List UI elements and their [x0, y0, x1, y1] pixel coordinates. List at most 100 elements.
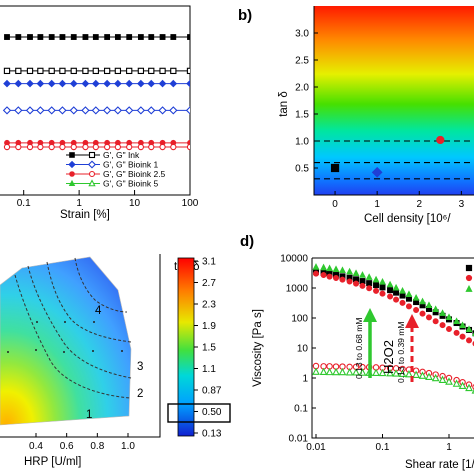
panel-a-series-1-g1-point [58, 79, 67, 88]
panel-a-series-2-g2-point [159, 143, 166, 151]
panel-a-series-1-g2-point [185, 106, 190, 115]
panel-c-region-label: 1 [86, 409, 92, 421]
panel-a-series-0-g1-point [15, 34, 22, 40]
panel-a-x-axis-label: Strain [%] [60, 209, 110, 221]
panel-d-series-0-point [472, 330, 474, 337]
panel-a-series [2, 34, 190, 173]
panel-a-series-2-g2-point [48, 143, 55, 151]
panel-a-series-1-g1-point [47, 79, 56, 88]
panel-a-series-0-g1-point [114, 34, 121, 40]
panel-c-colorbar-tick-label: 0.50 [202, 407, 222, 418]
panel-d-series-0-point [379, 284, 386, 291]
panel-d-series-1-point [373, 287, 380, 294]
panel-d-series-1-point [425, 314, 432, 321]
panel-a-legend-label: G', G" Ink [103, 150, 140, 160]
panel-d-series-4-point [438, 375, 447, 383]
panel-d-series-4-point [412, 370, 420, 378]
panel-a-series-0-g1-point [104, 34, 111, 40]
panel-a-series-1-g1-point [103, 79, 111, 88]
panel-a-series-3-g1-point [49, 168, 55, 173]
panel-a-series-0-g1-point [59, 34, 66, 40]
panel-a-series-2-g2-point [70, 143, 77, 151]
panel-a-series-1-g1-point [147, 79, 156, 88]
panel-a-series-0-g2-point [26, 67, 34, 75]
panel-d-y-tick-label: 100 [291, 314, 308, 325]
panel-a-series-0-g1-point [70, 34, 77, 40]
panel-a-series-3-g2-point [27, 168, 33, 173]
panel-a-series-1-g1-point [36, 79, 45, 88]
panel-c-colorbar-ticks: 3.1 2.7 2.3 1.9 1.5 1.1 0.87 0.50 0.13 [194, 257, 222, 440]
panel-d-series-2-point [338, 266, 346, 273]
panel-a-series-0-g2-point [137, 67, 145, 75]
panel-d-series-4-point [378, 368, 387, 377]
panel-d-viscosity-vs-shear-rate: d) 10000 1000 100 10 1 0.1 0.010.01 0.1 1 Viscos… [240, 233, 474, 471]
panel-d-series-1-point [333, 275, 340, 282]
panel-a-series-0-g2-point [186, 67, 190, 75]
panel-a-series-0-g2-point [170, 67, 177, 75]
panel-a-series-3-g1-point [170, 168, 176, 173]
panel-b-x-tick-label: 2 [416, 199, 422, 210]
panel-c-colorbar-tick-label: 0.13 [202, 429, 222, 440]
panel-d-series-1-point [312, 270, 319, 277]
panel-a-series-0-g2-point [70, 67, 77, 75]
panel-b-gradient-background [314, 6, 474, 195]
panel-a-series-0-g2-point [114, 67, 122, 75]
panel-d-y-tick-label: 0.1 [294, 404, 308, 415]
panel-a-series-1-g2-point [47, 106, 56, 115]
panel-a-series-2-g2-point [92, 143, 99, 151]
panel-a-series-1-g2-point [14, 106, 23, 115]
panel-d-series-4-point [338, 367, 347, 376]
panel-a-x-tick-label: 10 [129, 198, 141, 209]
panel-b-y-tick-label: 3.0 [295, 29, 309, 40]
panel-d-series-4-point [372, 368, 380, 376]
panel-d-series-4-point [319, 367, 328, 376]
panel-a-series-1-g2-point [58, 106, 67, 115]
panel-b-y-tick-label: 1.0 [295, 137, 309, 148]
panel-a-series-0-g2-point [37, 67, 44, 75]
panel-d-series-2-point [405, 290, 413, 297]
panel-d-series-2-point [465, 325, 473, 333]
panel-a-series-0-g1-point [92, 34, 99, 40]
panel-d-series-2-point [453, 317, 461, 324]
panel-b-point-circle [436, 135, 445, 145]
panel-a-series-1-g2-point [102, 106, 112, 115]
panel-a-series-3-g2-point [60, 168, 66, 173]
panel-c-highlight-box [167, 403, 231, 423]
panel-a-series-3-g1-point [4, 168, 10, 173]
panel-d-x-tick-label: 1 [446, 442, 452, 453]
panel-a-series-1-g2-point [36, 106, 45, 115]
panel-a-legend-label: G', G" Bioink 5 [103, 179, 158, 189]
panel-d-series-1-point [339, 276, 346, 283]
panel-b-label: b) [238, 7, 252, 24]
red-arrow-head [405, 314, 419, 328]
panel-a-series-3-g1-point [83, 168, 89, 173]
panel-c-colorbar [177, 257, 195, 437]
panel-d-series-2-point [459, 321, 467, 329]
panel-a-series-3-g1-point [60, 168, 66, 173]
panel-d-series-1-point [359, 282, 366, 289]
panel-b-x-tick-label: 1 [374, 199, 380, 210]
panel-d-series-2-point [352, 269, 360, 276]
panel-d-series-2-point [419, 297, 427, 305]
panel-a-series-0-g2-point [15, 67, 22, 75]
panel-a-series-0-g2-point [159, 67, 166, 75]
panel-a-series-3-g2-point [83, 168, 89, 173]
panel-a-series-1-g1-point [81, 79, 90, 88]
panel-d-legend-triangle [465, 284, 473, 292]
panel-d-series-1-point [405, 303, 412, 310]
panel-d-series-2-point [320, 263, 328, 271]
panel-a-series-0-g1-point [148, 34, 155, 40]
panel-d-series-2-point [379, 277, 386, 285]
panel-a-series-0-g2-point [148, 67, 155, 75]
panel-a-series-1-g2-point [81, 106, 90, 115]
panel-a-series-2-g2-point [186, 143, 190, 151]
panel-d-series-4-point [392, 369, 400, 377]
panel-a-series-1-g1-point [137, 79, 145, 88]
panel-d-ticks: 10000 1000 100 10 1 0.1 0.010.01 0.1 1 [280, 254, 452, 454]
panel-a-series-2-g2-point [137, 143, 145, 151]
panel-a-series-1-g2-point [113, 106, 123, 115]
panel-d-annotations: 0.13 to 0.68 mM H2O2 0.13 to 0.39 mM [354, 308, 419, 383]
panel-d-series-2-point [432, 305, 440, 313]
